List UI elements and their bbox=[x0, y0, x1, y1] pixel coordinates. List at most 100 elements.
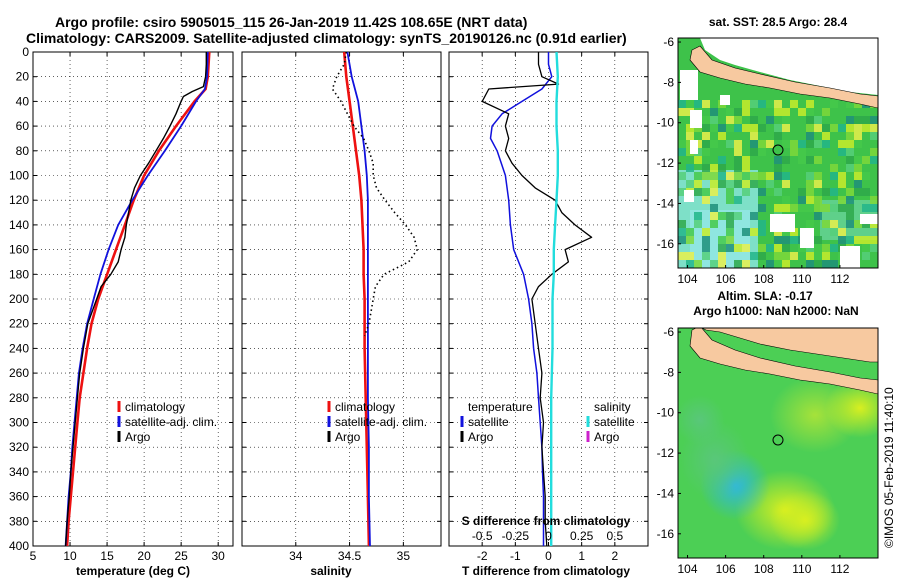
s-tick-label: 0.25 bbox=[570, 529, 594, 543]
difference-panel: -2 -1 0 1 2 T difference from climatology S … bbox=[448, 51, 649, 578]
lon-tick-label: 110 bbox=[792, 562, 811, 576]
depth-tick-label: 320 bbox=[9, 440, 29, 454]
lon-tick-label: 108 bbox=[754, 562, 774, 576]
lon-tick-label: 112 bbox=[830, 562, 849, 576]
x-tick-label: 20 bbox=[137, 549, 151, 563]
s-difference-tick-labels: -0.5 -0.25 0 0.25 0.5 bbox=[472, 529, 624, 543]
difference-plot-frame bbox=[448, 51, 649, 547]
lat-tick-label: -12 bbox=[657, 446, 675, 460]
depth-tick-label: 40 bbox=[16, 94, 30, 108]
x-tick-label: 25 bbox=[174, 549, 188, 563]
depth-tick-label: 120 bbox=[9, 193, 29, 207]
depth-tick-label: 280 bbox=[9, 391, 29, 405]
title-line-2: Climatology: CARS2009. Satellite-adjuste… bbox=[26, 30, 627, 46]
legend-satellite-adj-label: satellite-adj. clim. bbox=[125, 415, 217, 429]
x-tick-label: 15 bbox=[100, 549, 114, 563]
legend-t-argo-label: Argo bbox=[468, 430, 494, 444]
lon-tick-label: 104 bbox=[678, 272, 698, 286]
legend-temperature-title: temperature bbox=[468, 400, 533, 414]
t-difference-tick-labels: -2 -1 0 1 2 bbox=[477, 549, 619, 563]
x-tick-label: 2 bbox=[611, 549, 618, 563]
depth-tick-label: 340 bbox=[9, 465, 29, 479]
t-difference-axis-label: T difference from climatology bbox=[462, 564, 630, 578]
depth-tick-label: 80 bbox=[16, 144, 30, 158]
lon-tick-label: 104 bbox=[678, 562, 698, 576]
sst-map: sat. SST: 28.5 Argo: 28.4 104 106 108 110 11… bbox=[657, 15, 879, 286]
sst-profile-marker bbox=[772, 144, 784, 156]
lat-tick-label: -16 bbox=[657, 527, 675, 541]
legend-s-argo-label: Argo bbox=[335, 430, 361, 444]
x-tick-label: 5 bbox=[30, 549, 37, 563]
lon-tick-label: 108 bbox=[754, 272, 774, 286]
series-argo bbox=[64, 52, 208, 546]
sst-map-frame bbox=[677, 37, 879, 269]
s-tick-label: -0.5 bbox=[472, 529, 493, 543]
series-salinity-satellite bbox=[550, 52, 559, 546]
series-argo bbox=[331, 52, 419, 337]
sla-map-image bbox=[678, 328, 878, 558]
depth-tick-label: 100 bbox=[9, 169, 29, 183]
temperature-legend: climatology satellite-adj. clim. Argo bbox=[117, 400, 217, 444]
lon-tick-label: 106 bbox=[716, 272, 736, 286]
depth-tick-labels: 0 20 40 60 80 100 120 140 160 180 200 220 240 260 280 3… bbox=[9, 45, 29, 553]
s-tick-label: 0 bbox=[545, 529, 552, 543]
temperature-series bbox=[64, 52, 211, 546]
depth-tick-label: 200 bbox=[9, 292, 29, 306]
x-tick-label: 0 bbox=[545, 549, 552, 563]
salinity-legend: climatology satellite-adj. clim. Argo bbox=[327, 400, 427, 444]
series-satellite-adj-clim- bbox=[346, 52, 371, 546]
lat-tick-label: -12 bbox=[657, 156, 675, 170]
depth-tick-label: 220 bbox=[9, 317, 29, 331]
sst-map-image bbox=[678, 38, 878, 268]
lat-tick-label: -8 bbox=[663, 365, 674, 379]
lat-tick-label: -16 bbox=[657, 237, 675, 251]
lat-tick-label: -10 bbox=[657, 116, 675, 130]
series-climatology bbox=[342, 52, 371, 546]
depth-tick-label: 400 bbox=[9, 539, 29, 553]
temperature-axis-label: temperature (deg C) bbox=[76, 564, 190, 578]
s-tick-label: 0.5 bbox=[606, 529, 623, 543]
salinity-plot-frame bbox=[241, 51, 442, 547]
sla-map-subtitle: Argo h1000: NaN h2000: NaN bbox=[693, 304, 858, 318]
lat-tick-label: -14 bbox=[657, 486, 675, 500]
lat-tick-label: -8 bbox=[663, 75, 674, 89]
legend-s-satellite-adj-label: satellite-adj. clim. bbox=[335, 415, 427, 429]
depth-tick-label: 260 bbox=[9, 366, 29, 380]
lat-tick-label: -10 bbox=[657, 406, 675, 420]
lon-tick-label: 106 bbox=[716, 562, 736, 576]
x-tick-label: 1 bbox=[578, 549, 585, 563]
salinity-tick-labels: 34 34.5 35 bbox=[289, 549, 410, 563]
series-temperature-argo bbox=[481, 52, 593, 546]
depth-tick-label: 380 bbox=[9, 514, 29, 528]
sla-map-title: Altim. SLA: -0.17 bbox=[717, 289, 813, 303]
lon-tick-label: 112 bbox=[830, 272, 849, 286]
imos-credit: ©IMOS 05-Feb-2019 11:40:10 bbox=[882, 387, 896, 548]
depth-tick-label: 20 bbox=[16, 70, 30, 84]
s-difference-axis-label: S difference from climatology bbox=[462, 514, 631, 528]
legend-salinity-title: salinity bbox=[594, 400, 631, 414]
salinity-grid bbox=[242, 51, 441, 547]
salinity-axis-label: salinity bbox=[310, 564, 352, 578]
depth-tick-label: 240 bbox=[9, 341, 29, 355]
depth-tick-label: 180 bbox=[9, 267, 29, 281]
x-tick-label: 34.5 bbox=[338, 549, 362, 563]
legend-argo-label: Argo bbox=[125, 430, 151, 444]
x-tick-label: 35 bbox=[397, 549, 411, 563]
legend-s-climatology-label: climatology bbox=[335, 400, 395, 414]
lat-tick-label: -14 bbox=[657, 196, 675, 210]
salinity-series bbox=[331, 52, 419, 546]
temperature-grid bbox=[32, 51, 233, 547]
lon-tick-label: 110 bbox=[792, 272, 811, 286]
sla-map: Altim. SLA: -0.17 Argo h1000: NaN h2000:… bbox=[657, 289, 879, 576]
sla-map-frame bbox=[677, 327, 879, 559]
depth-tick-label: 0 bbox=[22, 45, 29, 59]
difference-legend: temperature satellite Argo salinity sate… bbox=[460, 400, 635, 444]
x-tick-label: -2 bbox=[477, 549, 488, 563]
difference-grid bbox=[449, 51, 648, 547]
legend-s-argo-label: Argo bbox=[594, 430, 620, 444]
title-line-1: Argo profile: csiro 5905015_115 26-Jan-2… bbox=[55, 14, 527, 30]
depth-tick-label: 300 bbox=[9, 416, 29, 430]
temperature-tick-labels: 5 10 15 20 25 30 bbox=[30, 549, 226, 563]
depth-tick-label: 60 bbox=[16, 119, 30, 133]
